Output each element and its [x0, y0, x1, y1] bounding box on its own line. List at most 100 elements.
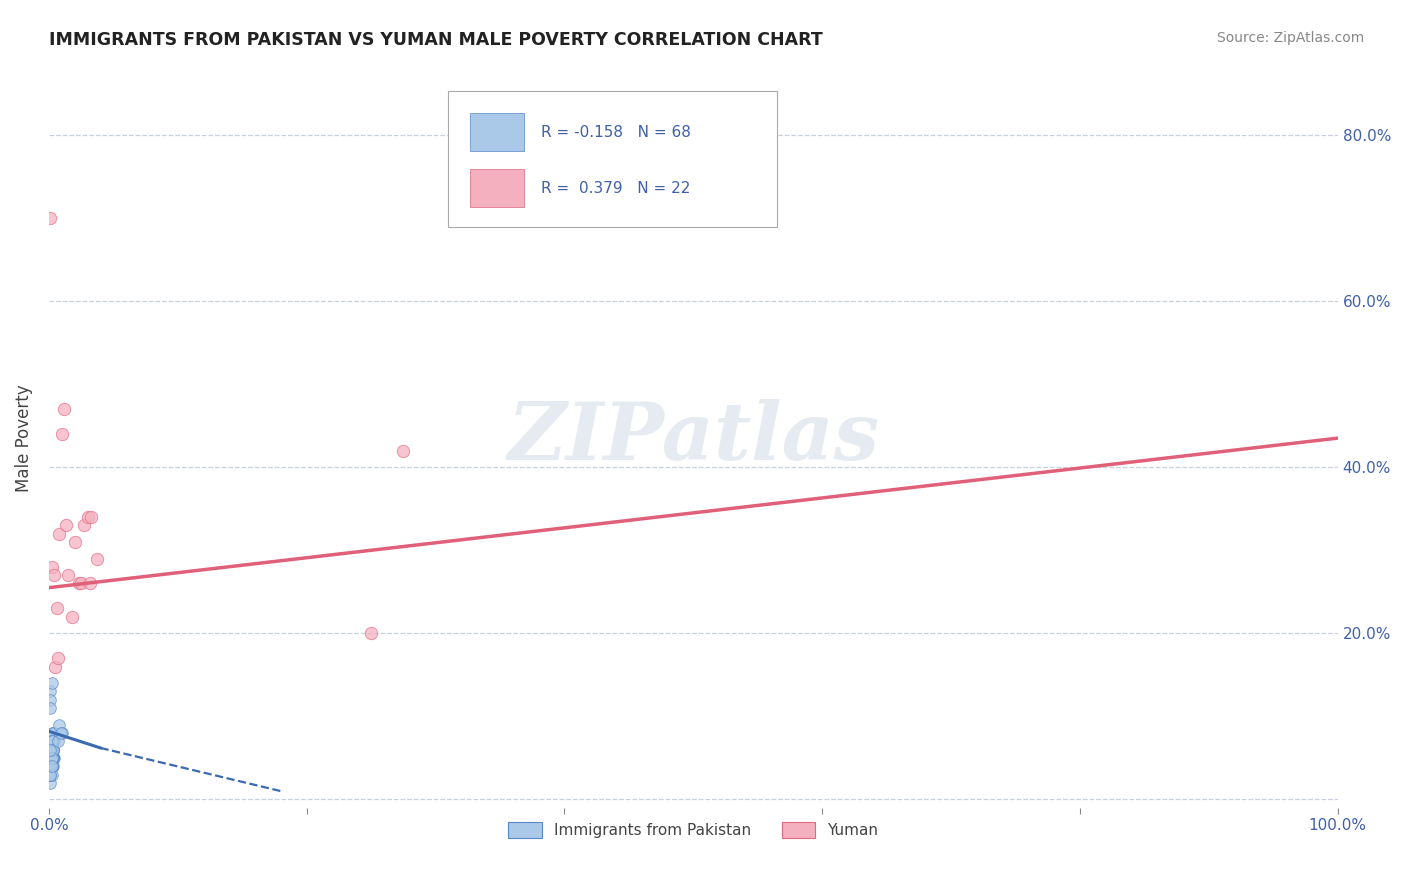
Point [42, 742, 65, 756]
Legend: Immigrants from Pakistan, Yuman: Immigrants from Pakistan, Yuman [502, 816, 884, 845]
Point [42, 742, 65, 756]
Point [41, 759, 63, 773]
Point [41, 759, 63, 773]
Point [41, 742, 63, 756]
Text: Source: ZipAtlas.com: Source: ZipAtlas.com [1216, 31, 1364, 45]
Point [41, 734, 63, 748]
Point [39, 767, 62, 781]
Text: R =  0.379   N = 22: R = 0.379 N = 22 [541, 181, 690, 195]
Point [41, 767, 63, 781]
Point [42, 726, 65, 740]
Point [42, 751, 65, 765]
Point [41, 759, 63, 773]
Point [55, 518, 77, 533]
Point [42, 759, 65, 773]
Point [39, 767, 62, 781]
Point [41, 734, 63, 748]
Point [42, 734, 65, 748]
Point [58, 568, 80, 582]
Point [39, 692, 62, 706]
Point [42, 742, 65, 756]
Point [46, 651, 69, 665]
Point [39, 759, 62, 773]
Point [42, 568, 65, 582]
Point [39, 684, 62, 698]
FancyBboxPatch shape [449, 91, 778, 227]
Point [39, 767, 62, 781]
Y-axis label: Male Poverty: Male Poverty [15, 384, 32, 492]
Point [76, 510, 98, 524]
Point [80, 510, 103, 524]
Point [41, 759, 63, 773]
Point [41, 742, 63, 756]
Point [39, 742, 62, 756]
Point [39, 742, 62, 756]
Point [86, 551, 108, 566]
Point [39, 767, 62, 781]
Point [39, 767, 62, 781]
Point [39, 759, 62, 773]
Point [41, 734, 63, 748]
Point [39, 211, 62, 225]
Point [39, 751, 62, 765]
Point [392, 443, 415, 458]
Point [41, 751, 63, 765]
Point [42, 734, 65, 748]
Point [41, 751, 63, 765]
Point [41, 734, 63, 748]
Point [49, 726, 72, 740]
Point [53, 402, 76, 417]
Point [41, 560, 63, 574]
Point [73, 518, 96, 533]
Point [39, 776, 62, 790]
Point [39, 742, 62, 756]
Point [51, 726, 73, 740]
Point [39, 751, 62, 765]
Point [41, 726, 63, 740]
Text: ZIPatlas: ZIPatlas [508, 400, 879, 477]
Point [41, 751, 63, 765]
Point [39, 767, 62, 781]
Point [42, 751, 65, 765]
Point [39, 767, 62, 781]
Point [39, 701, 62, 715]
Point [42, 742, 65, 756]
Point [42, 751, 65, 765]
Point [41, 751, 63, 765]
Point [39, 759, 62, 773]
Text: IMMIGRANTS FROM PAKISTAN VS YUMAN MALE POVERTY CORRELATION CHART: IMMIGRANTS FROM PAKISTAN VS YUMAN MALE P… [49, 31, 823, 49]
Point [48, 717, 70, 731]
Point [60, 609, 83, 624]
Point [41, 751, 63, 765]
Point [41, 759, 63, 773]
Point [42, 726, 65, 740]
Point [41, 759, 63, 773]
Point [41, 676, 63, 690]
Point [39, 759, 62, 773]
Point [67, 576, 90, 591]
Point [44, 659, 66, 673]
Point [39, 759, 62, 773]
Point [70, 576, 93, 591]
Point [42, 742, 65, 756]
Point [63, 535, 86, 549]
Point [41, 742, 63, 756]
Point [41, 759, 63, 773]
Point [79, 576, 101, 591]
Point [45, 601, 67, 615]
Point [39, 759, 62, 773]
Point [41, 751, 63, 765]
Point [48, 526, 70, 541]
Point [42, 751, 65, 765]
Bar [471, 169, 524, 208]
Point [41, 751, 63, 765]
Point [41, 742, 63, 756]
Point [41, 734, 63, 748]
Point [360, 626, 382, 640]
Text: R = -0.158   N = 68: R = -0.158 N = 68 [541, 125, 692, 139]
Point [46, 734, 69, 748]
Bar [471, 113, 524, 152]
Point [39, 767, 62, 781]
Point [51, 427, 73, 442]
Point [42, 751, 65, 765]
